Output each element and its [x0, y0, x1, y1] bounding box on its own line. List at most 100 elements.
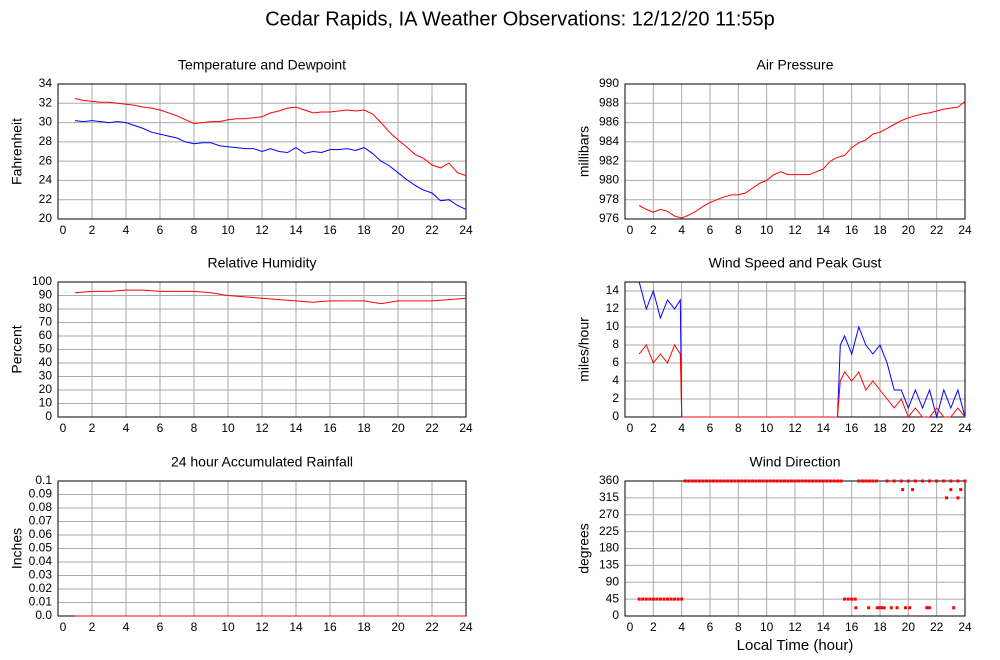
- data-point: [942, 479, 946, 483]
- data-point: [850, 597, 854, 601]
- y-axis-label: miles/hour: [576, 317, 592, 382]
- y-axis-label: millibars: [576, 126, 592, 177]
- y-tick-label: 0: [612, 608, 619, 622]
- x-tick-label: 6: [707, 620, 714, 634]
- data-point: [704, 479, 708, 483]
- y-tick-label: 30: [39, 115, 53, 129]
- x-tick-label: 18: [873, 421, 887, 435]
- x-tick-label: 6: [707, 223, 714, 237]
- x-axis-label: Local Time (hour): [737, 637, 854, 654]
- y-tick-label: 90: [39, 288, 53, 302]
- x-tick-label: 8: [191, 421, 198, 435]
- y-tick-label: 270: [599, 507, 619, 521]
- x-tick-label: 20: [391, 421, 405, 435]
- data-point: [843, 597, 847, 601]
- data-point: [708, 479, 712, 483]
- x-tick-label: 14: [289, 620, 303, 634]
- y-tick-label: 315: [599, 490, 619, 504]
- x-tick-label: 20: [902, 223, 916, 237]
- x-tick-label: 22: [425, 421, 439, 435]
- chart-title: Air Pressure: [756, 57, 833, 73]
- x-tick-label: 16: [323, 223, 337, 237]
- data-point: [935, 479, 939, 483]
- y-tick-label: 0.02: [29, 581, 53, 595]
- y-tick-label: 40: [39, 355, 53, 369]
- x-tick-label: 22: [930, 620, 944, 634]
- data-point: [908, 606, 912, 610]
- y-tick-label: 60: [39, 328, 53, 342]
- data-point: [839, 479, 843, 483]
- data-point: [669, 597, 673, 601]
- x-tick-label: 12: [788, 223, 802, 237]
- x-tick-label: 14: [817, 421, 831, 435]
- y-tick-label: 20: [39, 211, 53, 225]
- y-tick-label: 10: [39, 396, 53, 410]
- y-tick-label: 30: [39, 369, 53, 383]
- x-tick-label: 24: [958, 421, 972, 435]
- data-point: [925, 606, 929, 610]
- y-tick-label: 45: [606, 591, 620, 605]
- x-tick-label: 22: [930, 223, 944, 237]
- data-point: [906, 479, 910, 483]
- data-point: [765, 479, 769, 483]
- data-point: [786, 479, 790, 483]
- data-point: [701, 479, 705, 483]
- data-point: [655, 597, 659, 601]
- plot-frame: [57, 83, 467, 220]
- data-point: [889, 606, 893, 610]
- y-tick-label: 978: [599, 192, 619, 206]
- y-tick-label: 976: [599, 211, 619, 225]
- x-tick-label: 18: [357, 421, 371, 435]
- data-line: [74, 120, 467, 210]
- data-point: [736, 479, 740, 483]
- y-axis-label: Percent: [9, 325, 25, 373]
- x-tick-label: 0: [627, 421, 634, 435]
- y-tick-label: 50: [39, 342, 53, 356]
- chart-title: Temperature and Dewpoint: [178, 57, 346, 73]
- x-tick-label: 12: [255, 620, 269, 634]
- data-point: [857, 479, 861, 483]
- data-point: [722, 479, 726, 483]
- data-point: [892, 479, 896, 483]
- data-point: [911, 488, 915, 492]
- x-tick-label: 18: [357, 223, 371, 237]
- x-tick-label: 10: [760, 223, 774, 237]
- x-tick-label: 2: [89, 421, 96, 435]
- data-point: [901, 488, 905, 492]
- data-line: [74, 289, 467, 305]
- y-tick-label: 90: [606, 574, 620, 588]
- data-point: [814, 479, 818, 483]
- x-tick-label: 16: [845, 421, 859, 435]
- data-point: [676, 597, 680, 601]
- data-point: [836, 479, 839, 483]
- x-tick-label: 12: [788, 421, 802, 435]
- data-point: [864, 479, 868, 483]
- data-point: [772, 479, 776, 483]
- y-tick-label: 0.03: [29, 568, 53, 582]
- x-tick-label: 12: [255, 223, 269, 237]
- x-tick-label: 0: [60, 620, 67, 634]
- data-point: [949, 479, 953, 483]
- x-tick-label: 2: [89, 620, 96, 634]
- y-tick-label: 180: [599, 541, 619, 555]
- x-tick-label: 20: [902, 421, 916, 435]
- data-point: [921, 479, 924, 483]
- y-tick-label: 0.01: [29, 595, 53, 609]
- data-point: [719, 479, 723, 483]
- x-tick-label: 16: [845, 223, 859, 237]
- data-point: [673, 597, 677, 601]
- data-point: [797, 479, 801, 483]
- data-point: [800, 479, 804, 483]
- x-tick-label: 22: [930, 421, 944, 435]
- chart-title: Wind Direction: [749, 454, 840, 470]
- y-axis-label: Fahrenheit: [9, 118, 25, 185]
- x-tick-label: 14: [289, 223, 303, 237]
- x-tick-label: 0: [627, 223, 634, 237]
- y-tick-label: 32: [39, 95, 53, 109]
- data-point: [754, 479, 758, 483]
- x-tick-label: 14: [817, 223, 831, 237]
- y-tick-label: 100: [32, 274, 52, 288]
- data-point: [697, 479, 701, 483]
- y-tick-label: 70: [39, 315, 53, 329]
- data-point: [821, 479, 825, 483]
